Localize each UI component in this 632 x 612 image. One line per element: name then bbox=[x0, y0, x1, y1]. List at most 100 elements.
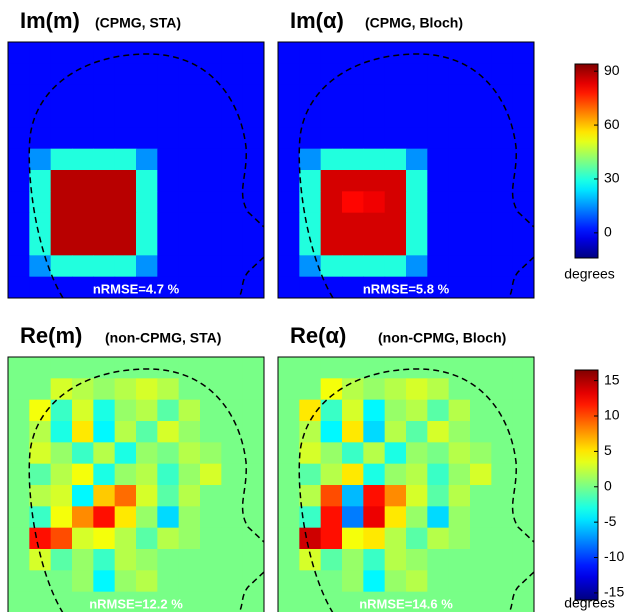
heatmap-cell bbox=[221, 485, 244, 507]
heatmap-cell bbox=[384, 378, 407, 401]
heatmap-cell bbox=[278, 42, 300, 64]
heatmap-cell bbox=[136, 127, 158, 150]
heatmap-cell bbox=[29, 442, 52, 465]
heatmap-cell bbox=[72, 421, 94, 443]
heatmap-cell bbox=[470, 421, 492, 443]
heatmap-cell bbox=[278, 378, 300, 401]
heatmap-cell bbox=[427, 276, 450, 299]
heatmap-cell bbox=[278, 549, 300, 571]
heatmap-cell bbox=[242, 549, 265, 571]
heatmap-cell bbox=[512, 234, 535, 256]
heatmap-cell bbox=[8, 399, 30, 422]
heatmap-cell bbox=[29, 357, 52, 379]
heatmap-cell bbox=[8, 84, 30, 107]
heatmap-cell bbox=[491, 191, 514, 214]
head-outline bbox=[298, 53, 535, 299]
heatmap-cell bbox=[242, 485, 265, 507]
heatmap-cell bbox=[114, 506, 137, 529]
heatmap-cell bbox=[178, 234, 201, 256]
heatmap-cell bbox=[221, 170, 244, 192]
heatmap-cell bbox=[448, 127, 471, 150]
heatmap-cell bbox=[114, 148, 137, 171]
heatmap-cell bbox=[278, 106, 300, 128]
heatmap-cell bbox=[470, 127, 492, 150]
heatmap-cell bbox=[242, 42, 265, 64]
heatmap-cell bbox=[406, 106, 428, 128]
heatmap-cell bbox=[320, 234, 343, 256]
heatmap-cell bbox=[72, 549, 94, 571]
heatmap-cell bbox=[427, 212, 450, 235]
heatmap-cell bbox=[8, 506, 30, 529]
heatmap-cell bbox=[136, 570, 158, 593]
heatmap-cell bbox=[72, 591, 94, 612]
heatmap-cell bbox=[221, 84, 244, 107]
heatmap-cell bbox=[242, 127, 265, 150]
heatmap-cell bbox=[342, 378, 364, 401]
heatmap-cell bbox=[427, 84, 450, 107]
heatmap-cell bbox=[114, 63, 137, 86]
heatmap-cell bbox=[512, 506, 535, 529]
heatmap-cell bbox=[384, 485, 407, 507]
heatmap-cell bbox=[50, 63, 73, 86]
heatmap-cell bbox=[8, 106, 30, 128]
heatmap-cell bbox=[29, 42, 52, 64]
heatmap-cell bbox=[178, 63, 201, 86]
colorbar-tick-label: -10 bbox=[604, 548, 624, 564]
heatmap-cell bbox=[448, 42, 471, 64]
heatmap-cell bbox=[512, 212, 535, 235]
heatmap-cell bbox=[299, 399, 322, 422]
panel-label: nRMSE=5.8 % bbox=[363, 281, 450, 296]
heatmap-cell bbox=[512, 549, 535, 571]
heatmap-cell bbox=[50, 570, 73, 593]
heatmap-cell bbox=[448, 84, 471, 107]
heatmap-cell bbox=[178, 255, 201, 278]
heatmap-cell bbox=[299, 442, 322, 465]
heatmap-cell bbox=[363, 357, 386, 379]
heatmap-cell bbox=[8, 148, 30, 171]
heatmap-cell bbox=[178, 148, 201, 171]
heatmap-cell bbox=[221, 234, 244, 256]
heatmap-cell bbox=[8, 212, 30, 235]
heatmap-cell bbox=[93, 255, 116, 278]
colorbar bbox=[574, 63, 599, 259]
heatmap-cell bbox=[363, 485, 386, 507]
heatmap-cell bbox=[427, 148, 450, 171]
heatmap-cell bbox=[512, 485, 535, 507]
heatmap-cell bbox=[278, 399, 300, 422]
heatmap-cell bbox=[93, 357, 116, 379]
panel-subtitle: (non-CPMG, STA) bbox=[105, 330, 221, 346]
heatmap-cell bbox=[93, 485, 116, 507]
heatmap-cell bbox=[136, 421, 158, 443]
heatmap-cell bbox=[72, 63, 94, 86]
heatmap-cell bbox=[342, 255, 364, 278]
heatmap-cell bbox=[114, 276, 137, 299]
heatmap-cell bbox=[491, 570, 514, 593]
heatmap-cell bbox=[491, 357, 514, 379]
heatmap-cell bbox=[136, 591, 158, 612]
heatmap-cell bbox=[221, 549, 244, 571]
heatmap-cell bbox=[299, 106, 322, 128]
heatmap-cell bbox=[93, 84, 116, 107]
heatmap-cell bbox=[50, 234, 73, 256]
heatmap-cell bbox=[221, 276, 244, 299]
heatmap-cell bbox=[470, 506, 492, 529]
heatmap-cell bbox=[50, 276, 73, 299]
heatmap-cell bbox=[157, 591, 180, 612]
panel-title: Re(α) bbox=[290, 323, 346, 348]
heatmap-cell bbox=[448, 570, 471, 593]
heatmap-cell bbox=[427, 191, 450, 214]
heatmap-cell bbox=[221, 527, 244, 550]
heatmap-cell bbox=[512, 106, 535, 128]
heatmap-cell bbox=[320, 527, 343, 550]
panel-title: Re(m) bbox=[20, 323, 82, 348]
heatmap-cell bbox=[470, 442, 492, 465]
heatmap-cell bbox=[93, 42, 116, 64]
heatmap-cell bbox=[157, 357, 180, 379]
heatmap-cell bbox=[491, 399, 514, 422]
heatmap-cell bbox=[72, 276, 94, 299]
heatmap-cell bbox=[363, 549, 386, 571]
heatmap-cell bbox=[242, 170, 265, 192]
heatmap-cell bbox=[363, 527, 386, 550]
heatmap-cell bbox=[512, 399, 535, 422]
heatmap-cell bbox=[8, 485, 30, 507]
